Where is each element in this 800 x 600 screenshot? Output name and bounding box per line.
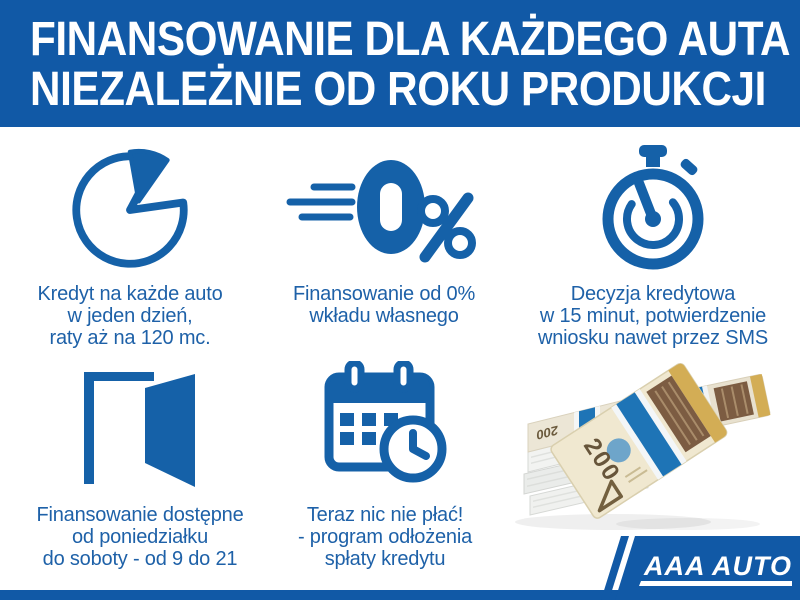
pie-chart-icon (72, 148, 188, 268)
caption-line: raty aż na 120 mc. (49, 327, 211, 349)
money-stacks-image: 200 200 (515, 362, 771, 530)
header-line-1: FINANSOWANIE DLA KAŻDEGO AUTA (30, 13, 791, 66)
caption-line: wniosku nawet przez SMS (538, 327, 768, 349)
feature-credit-every-car: Kredyt na każde auto w jeden dzień, raty… (15, 145, 245, 349)
stopwatch-icon (602, 145, 704, 270)
header-line-2: NIEZALEŻNIE OD ROKU PRODUKCJI (30, 63, 766, 116)
caption-line: Decyzja kredytowa (570, 283, 736, 305)
banknote-200-label: 200 (536, 423, 558, 443)
caption-line: w jeden dzień, (67, 305, 193, 327)
feature-deferred-payment: Teraz nic nie płać! - program odłożenia … (269, 361, 501, 570)
caption-line: w 15 minut, potwierdzenie (539, 305, 767, 327)
feature-caption: Teraz nic nie płać! - program odłożenia … (269, 504, 501, 570)
caption-line: do soboty - od 9 do 21 (42, 548, 238, 570)
caption-line: od poniedziałku (72, 526, 208, 548)
caption-line: Kredyt na każde auto (37, 283, 223, 305)
caption-line: spłaty kredytu (324, 548, 446, 570)
zero-percent-icon (286, 160, 476, 263)
feature-caption: Decyzja kredytowa w 15 minut, potwierdze… (537, 283, 769, 349)
caption-line: Finansowanie dostępne (36, 504, 244, 526)
feature-credit-decision: Decyzja kredytowa w 15 minut, potwierdze… (537, 143, 769, 349)
feature-caption: Finansowanie od 0% wkładu własnego (268, 283, 500, 327)
bottom-bar (0, 590, 800, 600)
caption-line: - program odłożenia (297, 526, 473, 548)
caption-line: Teraz nic nie płać! (306, 504, 464, 526)
speed-lines (286, 183, 356, 221)
feature-opening-hours: Finansowanie dostępne od poniedziałku do… (24, 368, 256, 570)
header-banner: FINANSOWANIE DLA KAŻDEGO AUTA NIEZALEŻNI… (0, 0, 800, 127)
logo-text: AAA AUTO (643, 551, 792, 581)
feature-caption: Kredyt na każde auto w jeden dzień, raty… (15, 283, 245, 349)
caption-line: Finansowanie od 0% (292, 283, 476, 305)
banknote-bundle-front: 200 (550, 362, 728, 519)
feature-caption: Finansowanie dostępne od poniedziałku do… (24, 504, 256, 570)
open-door-icon (84, 372, 195, 487)
aaa-auto-logo: AAA AUTO (601, 536, 800, 600)
calendar-clock-icon (324, 361, 446, 483)
caption-line: wkładu własnego (309, 305, 459, 327)
feature-zero-percent: Finansowanie od 0% wkładu własnego (268, 145, 500, 327)
